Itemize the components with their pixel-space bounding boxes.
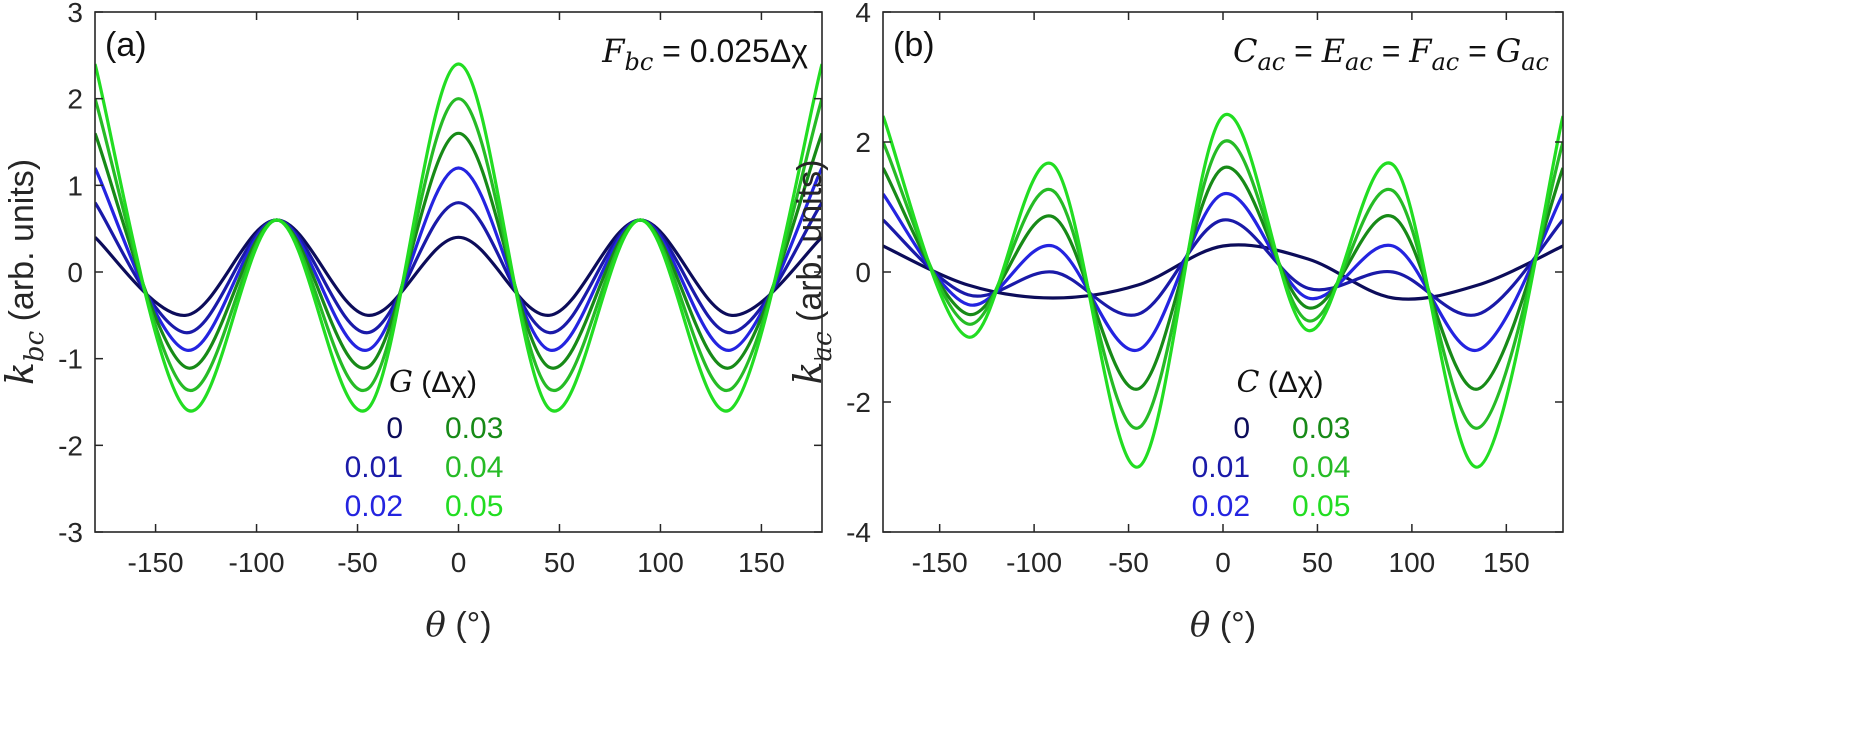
legend-entry: 0.04 (445, 451, 503, 484)
x-tick-label: 100 (1389, 547, 1436, 578)
legend-entry: 0.04 (1292, 451, 1350, 484)
y-tick-label: 2 (67, 84, 83, 115)
y-tick-label: 3 (67, 0, 83, 28)
series-group (95, 62, 822, 413)
legend-entry: 0 (386, 412, 403, 445)
x-tick-label: -100 (1006, 547, 1062, 578)
series-group (883, 112, 1563, 469)
x-tick-label: -50 (337, 547, 377, 578)
panel-label: (b) (893, 26, 935, 64)
legend-entry: 0.02 (1192, 490, 1250, 523)
x-tick-label: -50 (1108, 547, 1148, 578)
x-tick-label: 0 (451, 547, 467, 578)
y-tick-label: 0 (855, 257, 871, 288)
panel-annotation: Cac = Eac = Fac = Gac (1233, 32, 1549, 76)
legend-entry: 0.05 (445, 490, 503, 523)
y-tick-label: 1 (67, 170, 83, 201)
x-tick-label: -150 (128, 547, 184, 578)
x-tick-label: 50 (1302, 547, 1333, 578)
legend-title: G (Δχ) (389, 365, 477, 400)
y-tick-label: 2 (855, 127, 871, 158)
panel-annotation: Fbc = 0.025Δχ (601, 32, 808, 76)
x-tick-label: 0 (1215, 547, 1231, 578)
series-line-0_05 (95, 62, 822, 413)
series-line-0_04 (883, 139, 1563, 430)
y-axis-label: kac (arb. units) (786, 159, 838, 384)
series-line-0 (883, 243, 1563, 301)
legend-entry: 0.02 (345, 490, 403, 523)
y-tick-label: 0 (67, 257, 83, 288)
legend-entry: 0 (1233, 412, 1250, 445)
legend-entry: 0.03 (1292, 412, 1350, 445)
legend-entry: 0.01 (345, 451, 403, 484)
series-line-0 (95, 218, 822, 317)
y-tick-label: -3 (58, 517, 83, 548)
y-tick-label: -4 (846, 517, 871, 548)
chart-panel-b: -150 -100 -50 0 50 100 150 -4 -2 0 2 4 θ (°) kac (arb… (786, 0, 1564, 645)
series-line-0_03 (95, 131, 822, 370)
y-axis-label: kbc (arb. units) (0, 159, 50, 385)
legend-entry: 0.05 (1292, 490, 1350, 523)
series-line-0_01 (95, 201, 822, 335)
x-tick-label: -100 (229, 547, 285, 578)
x-tick-label: 100 (637, 547, 684, 578)
series-line-0_03 (883, 165, 1563, 391)
y-tick-label: -2 (846, 387, 871, 418)
legend-entry: 0.03 (445, 412, 503, 445)
x-axis-label: θ (°) (425, 605, 491, 645)
x-tick-label: 50 (544, 547, 575, 578)
y-tick-label: 4 (855, 0, 871, 28)
x-tick-label: -150 (912, 547, 968, 578)
y-tick-label: -1 (58, 344, 83, 375)
legend-title: C (Δχ) (1236, 365, 1323, 400)
series-line-0_04 (95, 97, 822, 393)
series-line-0_02 (883, 192, 1563, 352)
x-tick-label: 150 (738, 547, 785, 578)
y-tick-label: -2 (58, 430, 83, 461)
panel-label: (a) (105, 26, 147, 64)
x-tick-label: 150 (1483, 547, 1530, 578)
x-axis-label: θ (°) (1190, 605, 1256, 645)
series-line-0_05 (883, 112, 1563, 469)
chart-panel-a: -150 -100 -50 0 50 100 150 -3 -2 -1 0 1 2 3 θ (°) kbc (… (0, 0, 823, 645)
legend-entry: 0.01 (1192, 451, 1250, 484)
series-line-0_02 (95, 166, 822, 352)
